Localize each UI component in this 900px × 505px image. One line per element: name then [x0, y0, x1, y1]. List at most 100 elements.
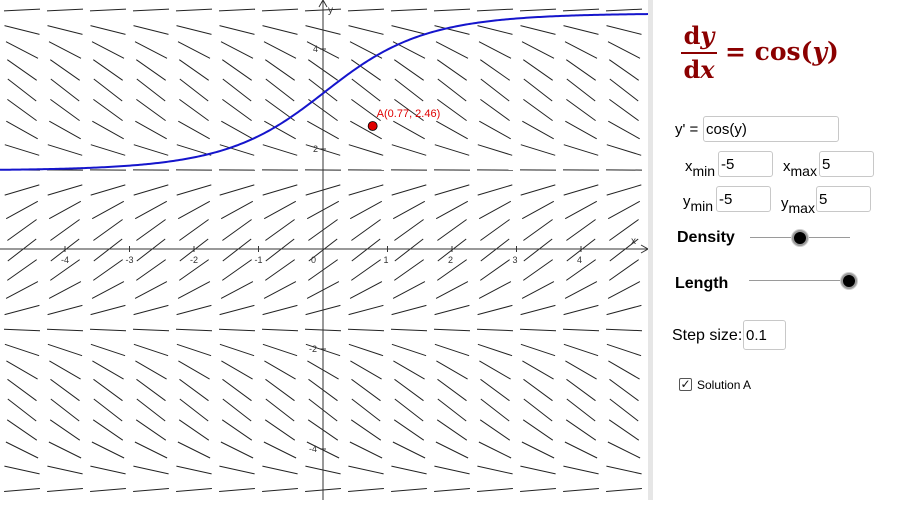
slope-segment	[437, 220, 466, 241]
slope-segment	[523, 220, 552, 241]
slope-segment	[479, 282, 511, 299]
slope-segment	[521, 145, 555, 156]
slope-segment	[608, 42, 640, 59]
slope-segment	[349, 26, 384, 35]
slope-segment	[481, 379, 510, 400]
slope-segment	[90, 466, 125, 474]
slope-segment	[92, 201, 124, 218]
slope-segment	[348, 9, 384, 11]
yprime-input[interactable]: cos(y)	[703, 116, 839, 142]
slope-segment	[349, 185, 384, 195]
slope-segment	[481, 79, 509, 101]
slope-segment	[348, 489, 384, 492]
density-slider-knob[interactable]	[792, 230, 808, 246]
slope-segment	[94, 239, 122, 261]
slope-segment	[524, 239, 552, 261]
slope-segment	[352, 379, 381, 400]
length-slider-knob[interactable]	[841, 273, 857, 289]
slope-segment	[563, 489, 599, 492]
slope-segment	[180, 79, 208, 101]
slope-segment	[391, 489, 427, 492]
slope-segment	[349, 305, 384, 314]
step-size-input[interactable]: 0.1	[743, 320, 786, 350]
slope-segment	[480, 60, 509, 81]
slope-segment	[6, 282, 38, 299]
axes	[0, 0, 648, 500]
slope-segment	[521, 344, 555, 355]
slope-segment	[47, 489, 83, 492]
point-a[interactable]	[368, 122, 377, 131]
slope-segment	[136, 99, 165, 120]
slope-segment	[481, 239, 509, 261]
slope-segment	[262, 466, 297, 474]
slope-segment	[479, 201, 511, 218]
length-label: Length	[675, 275, 728, 293]
solution-a-checkbox[interactable]: ✓	[679, 378, 692, 391]
slope-segment	[436, 121, 467, 139]
slope-segment	[135, 442, 167, 458]
x-tick-label: -4	[61, 255, 69, 265]
slope-segment	[609, 260, 638, 281]
slope-segment	[50, 60, 79, 81]
slope-segment	[266, 399, 294, 421]
x-tick-label: -2	[190, 255, 198, 265]
slope-segment	[47, 466, 82, 474]
slope-segment	[262, 9, 298, 11]
slope-segment	[92, 282, 124, 299]
slope-segment	[134, 185, 169, 195]
slope-segment	[4, 466, 39, 474]
length-slider-track[interactable]	[749, 280, 849, 281]
ymax-input[interactable]: 5	[816, 186, 871, 212]
slope-segment	[90, 9, 126, 11]
slope-segment	[394, 420, 424, 440]
slope-segment	[478, 305, 513, 314]
slope-segment	[392, 344, 426, 355]
slope-segment	[438, 79, 466, 101]
slope-segment	[393, 282, 425, 299]
slope-segment	[477, 9, 513, 11]
slope-segment	[134, 305, 169, 314]
slope-segment	[434, 9, 470, 11]
slope-segment	[478, 26, 513, 35]
slope-segment	[177, 344, 211, 355]
slope-segment	[520, 9, 556, 11]
slope-segment	[178, 282, 210, 299]
slope-segment	[566, 99, 595, 120]
slope-segment	[522, 42, 554, 59]
slope-segment	[522, 282, 554, 299]
slope-segment	[93, 420, 123, 440]
slope-segment	[524, 79, 552, 101]
slope-segment	[478, 344, 512, 355]
slope-segment	[50, 99, 79, 120]
fraction-denominator: dx	[681, 56, 717, 84]
control-panel: dy dx = cos(y) y' = cos(y) xmin -5 xmax …	[653, 0, 900, 500]
point-a-label: A(0.77, 2.46)	[377, 108, 441, 120]
slope-segment	[219, 466, 254, 474]
slope-segment	[351, 420, 381, 440]
slope-segment	[265, 60, 294, 81]
slope-segment	[134, 145, 168, 156]
slope-segment	[179, 60, 208, 81]
xmax-input[interactable]: 5	[819, 151, 874, 177]
slope-segment	[133, 489, 169, 492]
slope-segment	[438, 379, 467, 400]
slope-segment	[563, 466, 598, 474]
slope-segment	[608, 361, 639, 379]
slope-segment	[49, 361, 80, 379]
fraction-numerator: dy	[681, 22, 717, 50]
slope-segment	[480, 420, 510, 440]
y-tick-label: 2	[313, 144, 318, 154]
slope-segment	[92, 121, 123, 139]
slope-segment	[176, 466, 211, 474]
slope-segment	[91, 185, 126, 195]
slope-segment	[136, 220, 165, 241]
slope-segment	[264, 201, 296, 218]
slope-segment	[90, 329, 126, 330]
slope-segment	[477, 466, 512, 474]
xmin-input[interactable]: -5	[718, 151, 773, 177]
slope-segment	[91, 145, 125, 156]
slope-segment	[480, 99, 509, 120]
ymin-input[interactable]: -5	[716, 186, 771, 212]
